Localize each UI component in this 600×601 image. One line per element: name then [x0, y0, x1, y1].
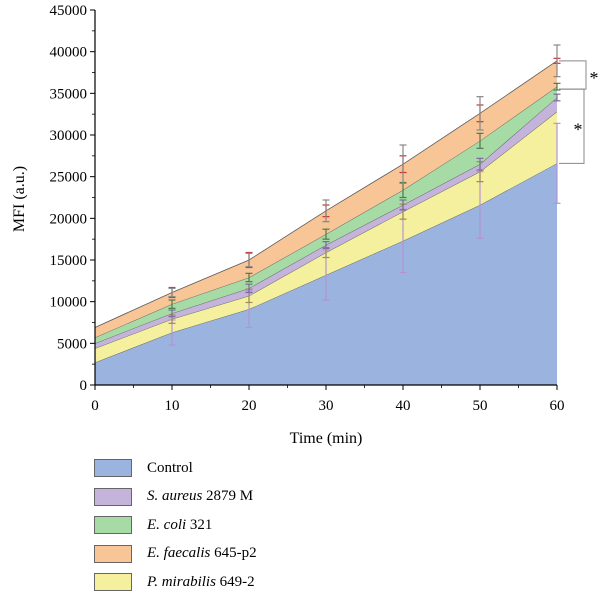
significance-layer: ** [559, 60, 599, 164]
y-tick-label: 35000 [50, 86, 88, 102]
legend-swatch [94, 516, 132, 534]
y-tick-label: 20000 [50, 211, 88, 227]
significance-label: * [590, 68, 599, 88]
y-tick-label: 0 [80, 378, 88, 394]
stacked-area-chart: 0 5000 10000 15000 20000 25000 30000 35000 40000… [11, 3, 599, 447]
legend: Control S. aureus 2879 M E. coli 321 E. fae… [94, 458, 257, 601]
significance-bracket [559, 60, 587, 90]
legend-item: Control [94, 458, 257, 478]
y-tick-label: 15000 [50, 253, 88, 269]
axes-layer: 0 5000 10000 15000 20000 25000 30000 35000 40000… [50, 3, 565, 414]
legend-item: S. aureus 2879 M [94, 487, 257, 507]
significance-label: * [574, 119, 583, 139]
legend-swatch [94, 573, 132, 591]
legend-swatch [94, 487, 132, 506]
area-1 [95, 111, 557, 363]
y-tick-label: 10000 [50, 295, 88, 311]
legend-item: E. coli 321 [94, 515, 257, 535]
legend-swatch [94, 544, 132, 563]
y-tick-label: 45000 [50, 3, 88, 19]
y-tick-label: 30000 [50, 128, 88, 144]
area-0 [95, 163, 557, 385]
area-layer [94, 60, 558, 385]
legend-label: P. mirabilis 649-2 [147, 573, 255, 590]
x-tick-label: 40 [396, 398, 411, 414]
y-tick-label: 25000 [50, 170, 88, 186]
y-tick-label: 40000 [50, 45, 88, 61]
x-axis-title: Time (min) [290, 430, 363, 447]
legend-swatch [94, 459, 132, 477]
x-tick-label: 20 [242, 398, 257, 414]
legend-label: S. aureus 2879 M [147, 488, 254, 504]
x-tick-label: 0 [91, 398, 99, 414]
significance-bracket [559, 88, 585, 164]
area-4 [95, 60, 557, 338]
x-tick-label: 60 [550, 398, 565, 414]
legend-item: E. faecalis 645-p2 [94, 544, 257, 564]
error-bar-layer [168, 44, 561, 346]
legend-item: P. mirabilis 649-2 [94, 572, 257, 592]
legend-label: E. faecalis 645-p2 [147, 545, 257, 561]
x-tick-label: 10 [165, 398, 180, 414]
y-tick-label: 5000 [57, 336, 87, 352]
y-axis-title: MFI (a.u.) [11, 166, 28, 232]
x-tick-label: 30 [319, 398, 334, 414]
legend-label: E. coli 321 [147, 516, 213, 533]
x-tick-label: 50 [473, 398, 488, 414]
legend-label: Control [147, 459, 193, 476]
